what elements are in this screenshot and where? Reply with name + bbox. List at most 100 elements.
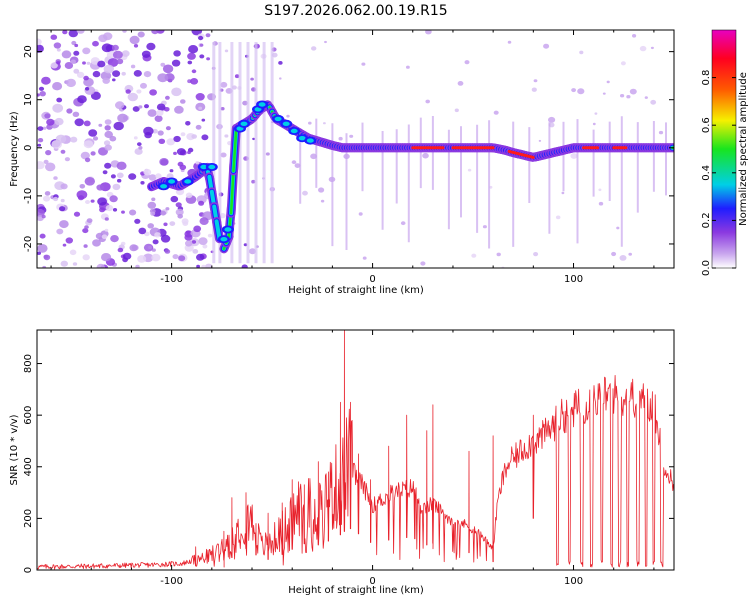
noise-speckle — [37, 143, 42, 147]
noise-speckle — [104, 162, 112, 169]
noise-speckle — [83, 120, 91, 127]
noise-speckle — [493, 110, 499, 115]
noise-speckle — [43, 195, 51, 202]
noise-speckle — [606, 80, 610, 84]
spectrogram-x-tick-label: 100 — [564, 274, 583, 285]
noise-speckle — [147, 201, 157, 209]
noise-speckle — [112, 183, 121, 191]
noise-speckle — [73, 50, 80, 56]
spectrogram-y-tick-label: 10 — [23, 93, 34, 106]
noise-speckle — [192, 249, 199, 254]
noise-speckle — [191, 240, 197, 244]
noise-speckle — [619, 255, 627, 261]
noise-speckle — [644, 96, 648, 99]
noise-speckle — [98, 123, 103, 127]
noise-speckle — [220, 81, 228, 88]
noise-speckle — [137, 255, 147, 263]
noise-speckle — [242, 100, 248, 106]
noise-speckle — [198, 200, 205, 206]
noise-speckle — [136, 89, 142, 94]
noise-speckle — [179, 164, 187, 170]
ridge-blob-core — [160, 184, 168, 189]
noise-speckle — [56, 48, 61, 52]
spectrogram-y-axis-label: Frequency (Hz) — [9, 111, 20, 187]
snr-y-tick-label: 600 — [23, 406, 34, 425]
noise-speckle — [56, 228, 64, 235]
noise-speckle — [323, 122, 326, 125]
noise-speckle — [164, 107, 170, 112]
noise-speckle — [92, 239, 101, 247]
noise-speckle — [279, 77, 282, 80]
noise-speckle — [90, 151, 96, 156]
noise-speckle — [85, 200, 90, 204]
noise-speckle — [620, 94, 625, 98]
noise-speckle — [116, 172, 124, 179]
spectrogram-x-axis-label: Height of straight line (km) — [288, 285, 424, 296]
noise-speckle — [185, 121, 191, 126]
noise-speckle — [185, 192, 193, 199]
snr-x-tick-label: 0 — [369, 576, 375, 587]
noise-speckle — [76, 71, 85, 78]
noise-speckle — [61, 50, 72, 59]
noise-speckle — [140, 181, 145, 185]
noise-speckle — [152, 128, 158, 134]
noise-speckle — [206, 57, 211, 61]
noise-speckle — [220, 152, 227, 158]
noise-speckle — [302, 190, 308, 196]
ridge-blob-core — [298, 136, 306, 141]
noise-speckle — [594, 112, 598, 115]
noise-speckle — [338, 136, 343, 141]
noise-speckle — [83, 140, 94, 149]
noise-speckle — [571, 88, 576, 93]
noise-speckle — [201, 264, 206, 268]
noise-speckle — [44, 113, 51, 119]
noise-speckle — [104, 130, 113, 139]
noise-speckle — [80, 151, 90, 160]
noise-speckle — [548, 116, 556, 123]
ridge-segment — [214, 219, 222, 241]
noise-speckle — [158, 138, 166, 144]
noise-speckle — [121, 71, 126, 76]
noise-speckle — [112, 50, 123, 59]
noise-speckle — [137, 142, 142, 147]
noise-speckle — [102, 77, 110, 84]
noise-speckle — [39, 91, 46, 97]
noise-speckle — [174, 105, 184, 114]
noise-speckle — [92, 136, 99, 141]
noise-speckle — [54, 117, 64, 126]
noise-speckle — [134, 148, 143, 155]
noise-speckle — [294, 163, 301, 169]
noise-speckle — [187, 150, 191, 155]
noise-speckle — [195, 161, 200, 165]
noise-speckle — [39, 233, 46, 239]
spectrogram-plot-area — [37, 30, 674, 268]
noise-speckle — [129, 244, 138, 252]
noise-speckle — [41, 76, 51, 85]
noise-speckle — [265, 152, 270, 156]
noise-speckle — [45, 162, 56, 172]
noise-speckle — [59, 206, 66, 212]
noise-speckle — [170, 195, 179, 203]
ridge-blob-core — [306, 138, 314, 143]
noise-speckle — [592, 122, 596, 126]
noise-speckle — [187, 60, 193, 65]
noise-speckle — [164, 249, 171, 254]
spectrogram-y-tick-label: 0 — [23, 145, 34, 151]
noise-speckle — [250, 77, 254, 81]
noise-speckle — [85, 87, 90, 91]
noise-speckle — [76, 190, 88, 200]
ridge-blob-core — [240, 121, 248, 127]
noise-speckle — [175, 208, 184, 216]
noise-speckle — [82, 61, 86, 65]
noise-speckle — [133, 136, 138, 140]
noise-speckle — [99, 207, 106, 213]
noise-speckle — [198, 237, 208, 246]
noise-speckle — [141, 50, 151, 58]
noise-speckle — [185, 240, 193, 247]
noise-speckle — [160, 210, 167, 216]
noise-speckle — [425, 30, 432, 35]
noise-speckle — [59, 220, 69, 229]
noise-speckle — [195, 124, 202, 130]
noise-speckle — [88, 129, 98, 137]
